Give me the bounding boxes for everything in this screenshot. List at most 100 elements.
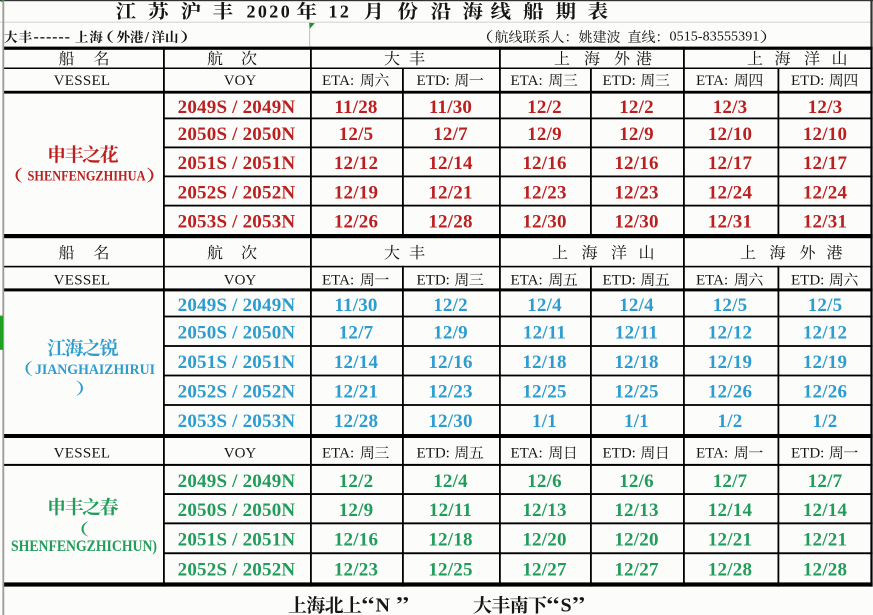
svg-text:12/26: 12/26 — [708, 382, 752, 403]
svg-text:12/6: 12/6 — [619, 471, 654, 492]
svg-text:12/13: 12/13 — [614, 500, 658, 521]
svg-text:11/30: 11/30 — [429, 97, 472, 118]
svg-text:12/2: 12/2 — [527, 97, 562, 118]
svg-text:12/31: 12/31 — [803, 212, 847, 233]
svg-text:12/4: 12/4 — [527, 295, 562, 316]
svg-text:12/30: 12/30 — [522, 212, 566, 233]
svg-text:2020: 2020 — [247, 2, 293, 22]
svg-text:JIANGHAIZHIRUI: JIANGHAIZHIRUI — [35, 362, 155, 378]
svg-text:N: N — [376, 595, 391, 615]
svg-text:12/21: 12/21 — [803, 530, 847, 551]
svg-text:12/4: 12/4 — [433, 471, 468, 492]
svg-text:12/23: 12/23 — [334, 560, 378, 581]
svg-text:0515-83555391: 0515-83555391 — [670, 30, 760, 45]
svg-text:ETA:: ETA: — [322, 446, 354, 462]
svg-text:2053S / 2053N: 2053S / 2053N — [178, 212, 296, 233]
svg-text:12/16: 12/16 — [334, 530, 378, 551]
svg-text:12/11: 12/11 — [615, 323, 658, 344]
svg-text:12/26: 12/26 — [334, 212, 378, 233]
svg-text:ETA:: ETA: — [696, 273, 728, 289]
svg-text:12/9: 12/9 — [433, 323, 468, 344]
svg-text:2049S / 2049N: 2049S / 2049N — [178, 295, 296, 316]
svg-text:12/2: 12/2 — [339, 471, 374, 492]
svg-text:2051S / 2051N: 2051S / 2051N — [178, 352, 296, 373]
svg-text:12/25: 12/25 — [614, 382, 658, 403]
svg-text:12/23: 12/23 — [522, 182, 566, 203]
svg-text:12/20: 12/20 — [522, 530, 566, 551]
svg-text:12/28: 12/28 — [803, 560, 847, 581]
svg-text:ETA:: ETA: — [696, 446, 728, 462]
svg-text:12/27: 12/27 — [614, 560, 659, 581]
svg-text:12/24: 12/24 — [708, 182, 753, 203]
svg-text:1/2: 1/2 — [813, 411, 838, 432]
svg-text:12/9: 12/9 — [527, 124, 562, 145]
svg-text:12/21: 12/21 — [708, 530, 752, 551]
svg-text:ETA:: ETA: — [511, 273, 543, 289]
svg-text:VOY: VOY — [224, 73, 257, 89]
svg-text:12/18: 12/18 — [614, 352, 658, 373]
svg-text:1/2: 1/2 — [718, 411, 743, 432]
svg-text:12/23: 12/23 — [428, 382, 472, 403]
svg-text:12/19: 12/19 — [334, 182, 378, 203]
svg-text:12/12: 12/12 — [708, 323, 752, 344]
svg-text:12/3: 12/3 — [808, 97, 843, 118]
svg-text:12/14: 12/14 — [708, 500, 753, 521]
svg-text:12/12: 12/12 — [803, 323, 847, 344]
svg-text:12/7: 12/7 — [713, 471, 748, 492]
svg-text:12/12: 12/12 — [334, 153, 378, 174]
svg-text:------: ------ — [34, 28, 71, 45]
svg-text:12/7: 12/7 — [433, 124, 468, 145]
svg-text:ETD:: ETD: — [417, 446, 450, 462]
svg-text:VESSEL: VESSEL — [54, 273, 111, 289]
svg-text:VESSEL: VESSEL — [54, 73, 111, 89]
svg-text:12/5: 12/5 — [713, 295, 748, 316]
svg-text:12/31: 12/31 — [708, 212, 752, 233]
svg-text:12/2: 12/2 — [619, 97, 654, 118]
svg-text:12/28: 12/28 — [708, 560, 752, 581]
svg-text:1/1: 1/1 — [532, 411, 557, 432]
svg-text:ETD:: ETD: — [417, 273, 450, 289]
svg-text:12/14: 12/14 — [334, 352, 379, 373]
svg-text:12/28: 12/28 — [334, 411, 378, 432]
svg-text:SHENFENGZHICHUN): SHENFENGZHICHUN) — [11, 538, 157, 555]
svg-text:12/3: 12/3 — [713, 97, 748, 118]
svg-text:2052S / 2052N: 2052S / 2052N — [178, 182, 296, 203]
svg-text:12/23: 12/23 — [614, 182, 658, 203]
svg-text:ETA:: ETA: — [696, 73, 728, 89]
svg-text:2051S / 2051N: 2051S / 2051N — [178, 530, 296, 551]
svg-text:11/30: 11/30 — [334, 295, 377, 316]
svg-text:2049S / 2049N: 2049S / 2049N — [178, 471, 296, 492]
svg-text:12/7: 12/7 — [808, 471, 843, 492]
svg-text:2052S / 2052N: 2052S / 2052N — [178, 382, 296, 403]
svg-text:12: 12 — [329, 2, 352, 22]
svg-text:12/16: 12/16 — [428, 352, 472, 373]
svg-text:11/28: 11/28 — [334, 97, 377, 118]
svg-text:12/5: 12/5 — [339, 124, 374, 145]
svg-text:12/28: 12/28 — [428, 212, 472, 233]
svg-text:VESSEL: VESSEL — [54, 446, 111, 462]
svg-text:2050S / 2050N: 2050S / 2050N — [178, 323, 296, 344]
svg-text:ETA:: ETA: — [511, 73, 543, 89]
svg-text:12/25: 12/25 — [522, 382, 566, 403]
svg-text:2050S / 2050N: 2050S / 2050N — [178, 124, 296, 145]
svg-text:12/2: 12/2 — [433, 295, 468, 316]
svg-text:12/4: 12/4 — [619, 295, 654, 316]
svg-text:2050S / 2050N: 2050S / 2050N — [178, 500, 296, 521]
svg-text:12/17: 12/17 — [708, 153, 753, 174]
svg-text:12/14: 12/14 — [428, 153, 473, 174]
svg-text:12/24: 12/24 — [803, 182, 848, 203]
svg-text:12/20: 12/20 — [614, 530, 658, 551]
svg-text:12/16: 12/16 — [614, 153, 658, 174]
svg-text:12/19: 12/19 — [803, 352, 847, 373]
svg-text:ETA:: ETA: — [322, 273, 354, 289]
svg-text:12/18: 12/18 — [522, 352, 566, 373]
svg-text:ETD:: ETD: — [791, 446, 824, 462]
svg-text:12/10: 12/10 — [803, 124, 847, 145]
svg-text:ETD:: ETD: — [603, 273, 636, 289]
svg-text:12/16: 12/16 — [522, 153, 566, 174]
svg-text:12/11: 12/11 — [523, 323, 566, 344]
svg-text:/: / — [144, 30, 150, 47]
svg-text:2053S / 2053N: 2053S / 2053N — [178, 411, 296, 432]
svg-text:12/9: 12/9 — [339, 500, 374, 521]
svg-text:2052S / 2052N: 2052S / 2052N — [178, 560, 296, 581]
